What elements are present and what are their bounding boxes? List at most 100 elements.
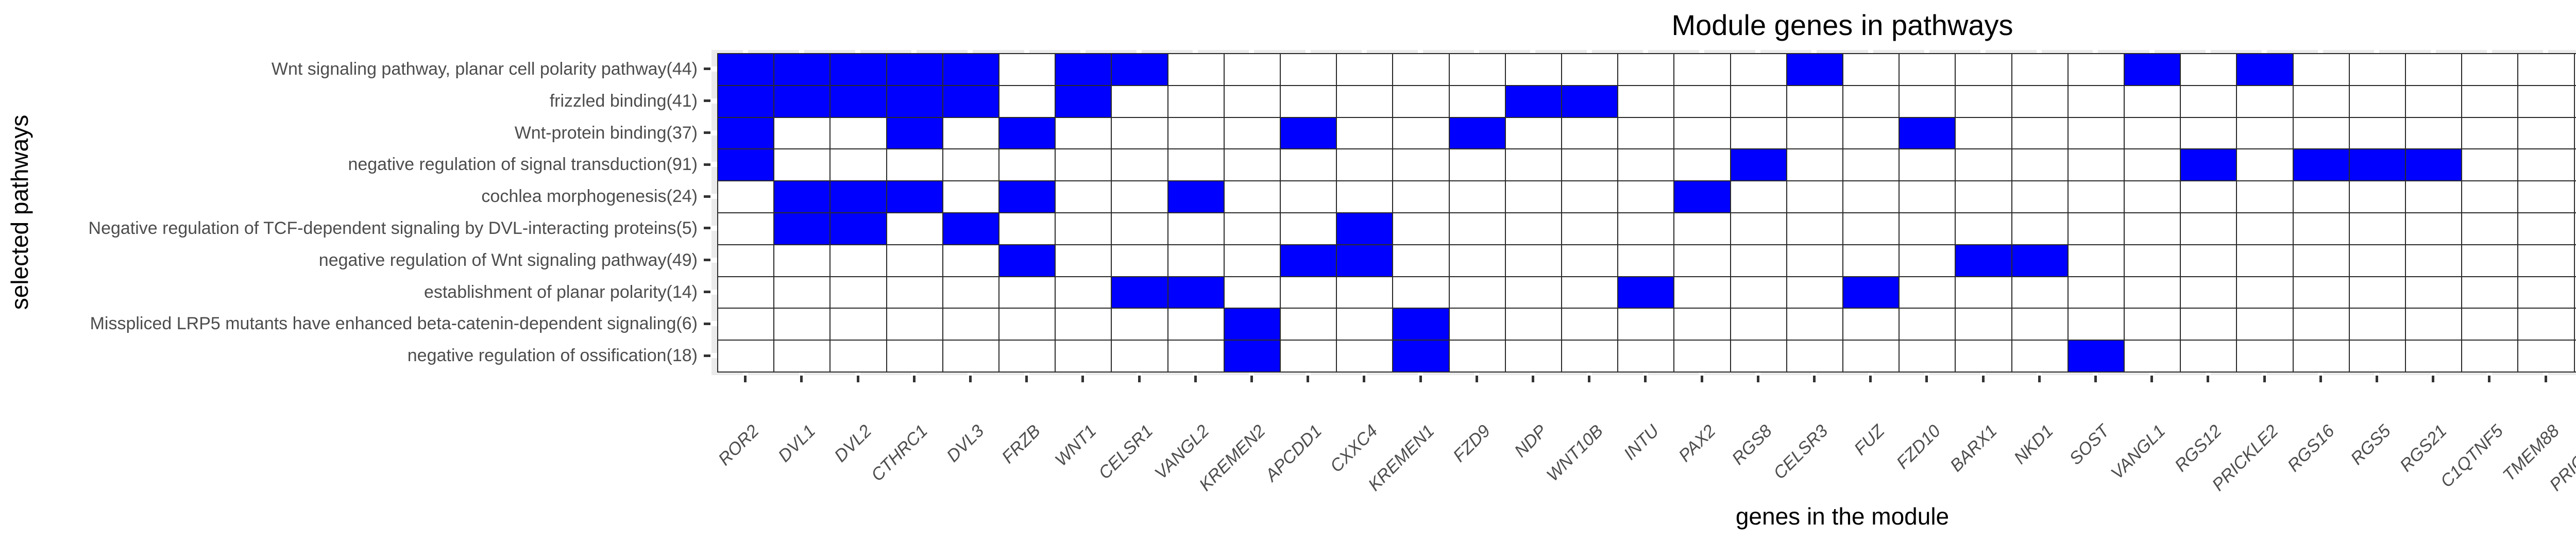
gene-label: CXXC4	[1326, 421, 1382, 477]
heatmap-cell	[1674, 340, 1731, 372]
heatmap-cell	[1786, 212, 1843, 245]
heatmap-cell	[2236, 212, 2293, 245]
heatmap-cell	[2067, 212, 2124, 245]
x-tick	[2207, 376, 2210, 382]
heatmap-cell	[1955, 181, 2012, 213]
heatmap-cell	[1561, 212, 1618, 245]
heatmap-cell	[2518, 85, 2574, 117]
heatmap-cell	[1786, 276, 1843, 309]
heatmap-cell	[2518, 54, 2574, 86]
heatmap-cell	[1055, 117, 1112, 149]
x-tick	[1475, 376, 1478, 382]
heatmap-cell	[2067, 85, 2124, 117]
heatmap-cell	[1561, 54, 1618, 86]
gene-label: FZD9	[1449, 421, 1495, 466]
x-tick	[2544, 376, 2547, 382]
heatmap-cell	[1561, 117, 1618, 149]
heatmap-cell	[1730, 308, 1787, 341]
gene-label: FZD10	[1892, 421, 1944, 473]
heatmap-cell	[998, 149, 1056, 181]
gene-label: DVL2	[831, 421, 876, 466]
heatmap-cell	[998, 244, 1056, 277]
gene-label: NKD1	[2010, 421, 2057, 468]
heatmap-cell	[1336, 276, 1393, 309]
heatmap-cell	[2574, 117, 2576, 149]
heatmap-cell	[2236, 244, 2293, 277]
heatmap-cell	[942, 212, 999, 245]
heatmap-cell	[1674, 181, 1731, 213]
heatmap-cell	[998, 276, 1056, 309]
heatmap-cell	[2574, 149, 2576, 181]
heatmap-cell	[1505, 212, 1562, 245]
heatmap-cell	[1336, 117, 1393, 149]
heatmap-cell	[2462, 181, 2518, 213]
y-tick	[704, 354, 710, 357]
x-tick	[856, 376, 859, 382]
heatmap-cell	[1618, 54, 1674, 86]
heatmap-cell	[1561, 85, 1618, 117]
heatmap-cell	[718, 149, 774, 181]
heatmap-cell	[1449, 212, 1505, 245]
heatmap-cell	[1167, 149, 1224, 181]
heatmap-cell	[1786, 181, 1843, 213]
heatmap-cell	[1899, 244, 1956, 277]
heatmap-cell	[1449, 54, 1505, 86]
heatmap-cell	[2349, 149, 2405, 181]
heatmap-cell	[1055, 181, 1112, 213]
heatmap-cell	[2518, 276, 2574, 309]
heatmap-cell	[2180, 308, 2237, 341]
heatmap-cell	[2124, 54, 2181, 86]
heatmap-cell	[1505, 244, 1562, 277]
heatmap-cell	[1505, 54, 1562, 86]
heatmap-cell	[942, 85, 999, 117]
heatmap-cell	[2349, 340, 2405, 372]
pathway-label: cochlea morphogenesis(24)	[481, 187, 698, 207]
gene-label: RGS5	[2347, 421, 2395, 469]
heatmap-cell	[1842, 85, 1900, 117]
heatmap-cell	[1618, 181, 1674, 213]
heatmap-cell	[1618, 117, 1674, 149]
heatmap-cell	[1674, 149, 1731, 181]
heatmap-cell	[774, 212, 831, 245]
heatmap-cell	[1224, 276, 1280, 309]
pathway-label: Negative regulation of TCF-dependent sig…	[88, 218, 698, 238]
heatmap-cell	[2518, 340, 2574, 372]
heatmap-cell	[2180, 117, 2237, 149]
heatmap-cell	[1167, 308, 1224, 341]
heatmap-cell	[1449, 276, 1505, 309]
heatmap-cell	[2011, 308, 2068, 341]
heatmap-cell	[2011, 117, 2068, 149]
heatmap-cell	[1393, 244, 1449, 277]
heatmap-cell	[1280, 340, 1337, 372]
heatmap-cell	[1842, 212, 1900, 245]
heatmap-cell	[1393, 276, 1449, 309]
heatmap-cell	[1842, 181, 1900, 213]
heatmap-cell	[942, 340, 999, 372]
heatmap-cell	[2180, 181, 2237, 213]
heatmap-cell	[1111, 276, 1168, 309]
heatmap-cell	[2405, 54, 2462, 86]
heatmap-cell	[2180, 276, 2237, 309]
pathway-label: Wnt-protein binding(37)	[514, 123, 698, 143]
gene-label: INTU	[1620, 421, 1663, 464]
heatmap-cell	[2293, 117, 2349, 149]
heatmap-cell	[2574, 340, 2576, 372]
heatmap-cell	[1167, 117, 1224, 149]
gene-label: CELSR3	[1770, 421, 1832, 483]
heatmap-cell	[1674, 244, 1731, 277]
x-tick	[1081, 376, 1084, 382]
gene-label: CELSR1	[1094, 421, 1157, 483]
gene-label: APCDD1	[1261, 421, 1326, 485]
heatmap-cell	[2011, 276, 2068, 309]
gene-label: FUZ	[1850, 421, 1888, 459]
heatmap-cell	[2011, 244, 2068, 277]
heatmap-cell	[1393, 181, 1449, 213]
heatmap-cell	[2067, 181, 2124, 213]
pathway-label: establishment of planar polarity(14)	[423, 282, 698, 302]
heatmap-cell	[1280, 85, 1337, 117]
heatmap-cell	[2405, 149, 2462, 181]
heatmap-cell	[1393, 308, 1449, 341]
heatmap-cell	[1955, 149, 2012, 181]
x-tick	[2375, 376, 2378, 382]
gene-label: RGS8	[1728, 421, 1776, 469]
